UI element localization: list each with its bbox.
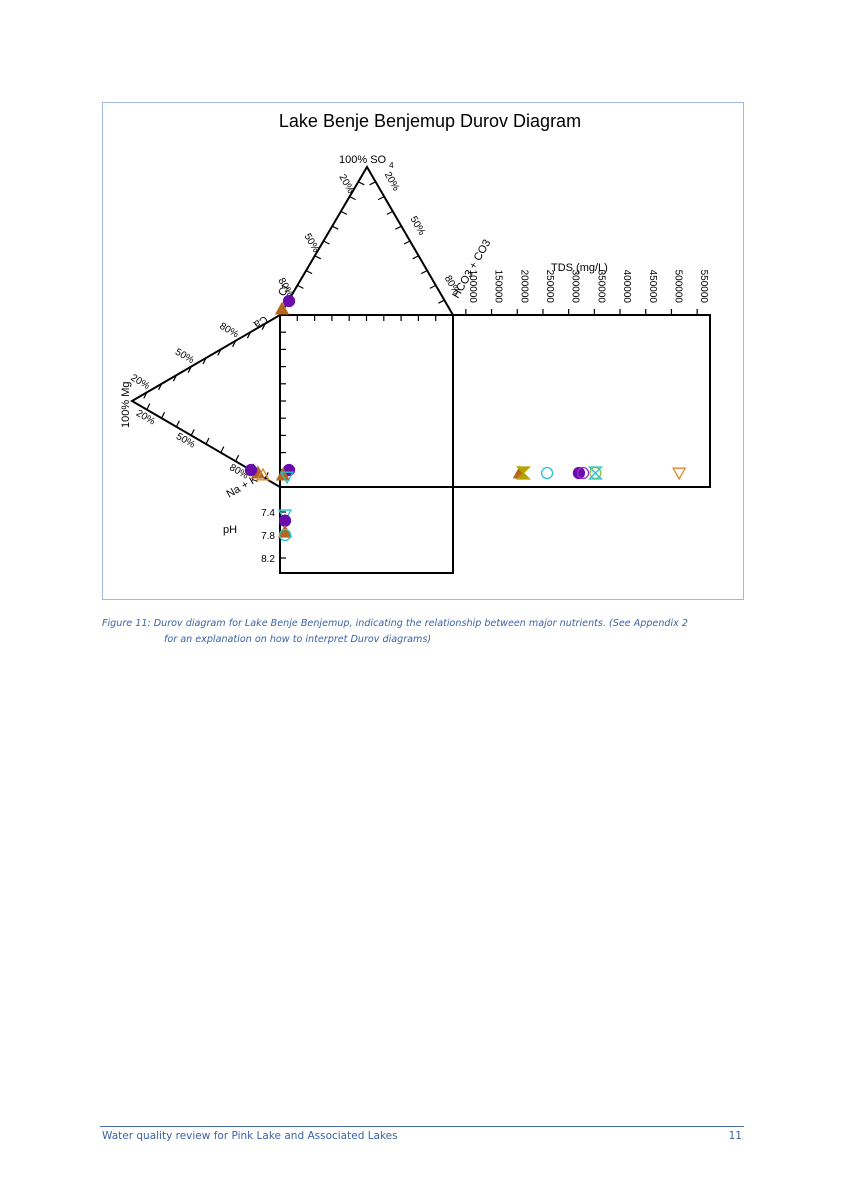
composition-data-marker bbox=[244, 463, 258, 477]
cation-lower-tick bbox=[220, 446, 225, 453]
cation-lower-pct-label: 50% bbox=[174, 431, 197, 451]
ph-rectangle bbox=[279, 487, 454, 574]
ph-data-marker bbox=[278, 514, 292, 527]
anion-right-tick bbox=[395, 225, 402, 230]
ph-tick-label: 8.2 bbox=[261, 554, 275, 565]
anion-left-tick bbox=[305, 270, 313, 275]
composition-data-marker bbox=[279, 471, 295, 485]
tick-labels: 80%50%20% 20%50%80%80%50%20%20%50%80%1000… bbox=[129, 170, 710, 565]
tds-tick-label: 150000 bbox=[493, 270, 504, 304]
cation-upper-tick bbox=[232, 340, 237, 348]
anion-left-tick bbox=[349, 196, 356, 201]
figure-caption: Figure 11: Durov diagram for Lake Benje … bbox=[102, 616, 742, 648]
anion-right-tick bbox=[377, 196, 385, 201]
anion-triangle bbox=[279, 165, 454, 316]
figure-frame: Lake Benje Benjemup Durov Diagram 80% 50%… bbox=[102, 102, 744, 600]
ph-tick-label: 7.4 bbox=[261, 508, 275, 519]
composition-data-marker bbox=[255, 467, 271, 481]
tds-rectangle bbox=[452, 314, 711, 488]
caption-line-2: for an explanation on how to interpret D… bbox=[164, 634, 432, 645]
tds-tick-label: 550000 bbox=[698, 270, 709, 304]
ph-data-marker bbox=[278, 528, 292, 542]
composition-data-marker bbox=[274, 301, 290, 315]
central-square bbox=[279, 314, 454, 488]
footer-rule bbox=[100, 1126, 744, 1127]
caption-line-1: Figure 11: Durov diagram for Lake Benje … bbox=[102, 618, 689, 629]
tds-data-marker bbox=[587, 466, 603, 480]
ph-axis-label: pH bbox=[223, 524, 237, 536]
ca-label: Ca bbox=[251, 313, 270, 331]
cation-lower-tick bbox=[190, 429, 195, 436]
tds-data-marker bbox=[540, 466, 554, 480]
anion-right-tick bbox=[420, 270, 428, 275]
data-markers bbox=[244, 294, 687, 542]
anion-right-pct-label: 20% bbox=[382, 170, 402, 193]
anion-left-tick bbox=[358, 181, 365, 186]
tds-tick-label: 200000 bbox=[518, 270, 529, 304]
cation-upper-tick bbox=[187, 366, 192, 373]
cation-upper-pct-label: 50% bbox=[173, 347, 196, 367]
ph-tick-label: 7.8 bbox=[261, 531, 275, 542]
mg-apex-label: 100% Mg bbox=[120, 382, 132, 428]
cation-lower-tick bbox=[235, 454, 240, 462]
tds-data-marker bbox=[672, 467, 687, 481]
cation-upper-tick bbox=[158, 383, 163, 391]
tds-data-marker bbox=[576, 466, 590, 480]
page-number: 11 bbox=[728, 1130, 742, 1142]
anion-left-tick bbox=[331, 225, 339, 230]
cation-lower-tick bbox=[205, 437, 210, 445]
anion-left-tick bbox=[323, 240, 330, 245]
cation-upper-tick bbox=[261, 323, 266, 330]
anion-left-tick bbox=[340, 210, 348, 215]
anion-right-pct-label: 50% bbox=[408, 214, 428, 237]
tds-tick-label: 400000 bbox=[621, 270, 632, 304]
cation-upper-tick bbox=[143, 392, 148, 399]
anion-right-tick bbox=[369, 181, 376, 186]
cation-upper-tick bbox=[217, 349, 222, 356]
tds-data-marker bbox=[515, 466, 531, 480]
tick-marks bbox=[143, 181, 698, 559]
tds-tick-label: 250000 bbox=[544, 270, 555, 304]
cation-lower-tick bbox=[161, 411, 166, 419]
cation-upper-tick bbox=[246, 331, 251, 339]
cation-upper-pct-label: 20% bbox=[129, 372, 152, 392]
tds-tick-label: 100000 bbox=[467, 270, 478, 304]
cation-upper-pct-label: 80% bbox=[217, 321, 240, 341]
anion-right-tick bbox=[429, 284, 437, 289]
anion-left-tick bbox=[314, 255, 322, 260]
chart-title: Lake Benje Benjemup Durov Diagram bbox=[279, 111, 581, 131]
tds-tick-label: 500000 bbox=[672, 270, 683, 304]
anion-right-tick bbox=[412, 255, 419, 260]
cation-upper-tick bbox=[172, 374, 177, 382]
cation-lower-tick bbox=[146, 403, 151, 410]
tds-tick-label: 350000 bbox=[595, 270, 606, 304]
cation-triangle bbox=[130, 314, 281, 488]
cation-upper-tick bbox=[202, 357, 207, 365]
tds-tick-label: 450000 bbox=[647, 270, 658, 304]
cation-lower-tick bbox=[175, 420, 180, 428]
composition-data-marker bbox=[275, 467, 291, 481]
so4-apex-label: 100% SO 4 bbox=[339, 154, 394, 170]
tds-tick-label: 300000 bbox=[570, 270, 581, 304]
composition-data-marker bbox=[282, 294, 296, 308]
anion-right-tick bbox=[403, 240, 411, 245]
so4-subscript: 4 bbox=[389, 161, 394, 170]
anion-right-tick bbox=[386, 210, 394, 215]
tds-data-marker bbox=[572, 466, 586, 480]
ph-data-marker bbox=[277, 524, 293, 538]
footer-title: Water quality review for Pink Lake and A… bbox=[102, 1130, 398, 1142]
anion-left-tick bbox=[297, 284, 304, 289]
durov-diagram: Lake Benje Benjemup Durov Diagram 80% 50%… bbox=[120, 111, 711, 574]
tds-axis-label: TDS (mg/L) bbox=[551, 262, 608, 274]
cation-lower-pct-label: 20% bbox=[134, 408, 157, 428]
anion-right-tick bbox=[438, 299, 445, 304]
